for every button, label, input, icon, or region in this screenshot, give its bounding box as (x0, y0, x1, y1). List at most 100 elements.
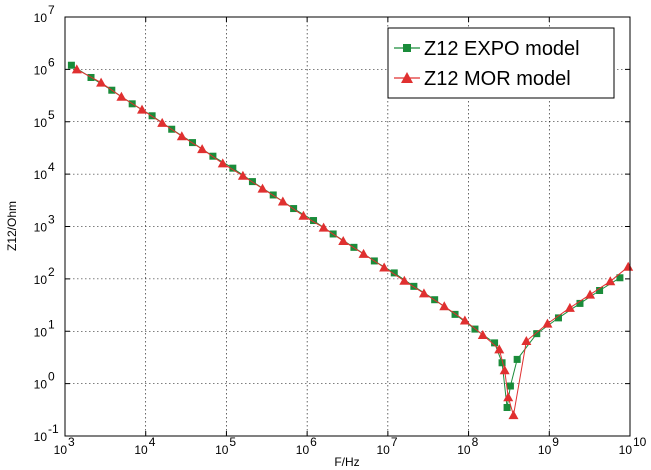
x-tick-exponent: 7 (391, 435, 398, 449)
x-tick-base: 10 (619, 443, 633, 457)
data-point (217, 158, 228, 168)
x-tick-label: 109 (538, 435, 559, 457)
data-point (585, 289, 596, 299)
y-tick-label: 104 (34, 160, 55, 182)
data-point (554, 314, 562, 322)
x-tick-base: 10 (457, 443, 471, 457)
x-tick-exponent: 3 (68, 435, 75, 449)
y-tick-exponent: -1 (48, 422, 59, 436)
data-point (564, 302, 575, 312)
y-tick-exponent: 7 (48, 3, 55, 17)
y-tick-exponent: 0 (48, 370, 55, 384)
data-point (310, 217, 318, 225)
x-tick-exponent: 4 (149, 435, 156, 449)
series-2 (71, 64, 634, 420)
legend: Z12 EXPO model Z12 MOR model (387, 27, 615, 99)
y-tick-exponent: 1 (48, 317, 55, 331)
y-tick-base: 10 (34, 221, 48, 235)
data-point (96, 77, 107, 87)
data-point (616, 274, 624, 282)
x-axis-label: F/Hz (334, 455, 359, 469)
series-layer (67, 61, 634, 420)
legend-box (387, 27, 615, 99)
data-point (116, 91, 127, 101)
y-tick-base: 10 (34, 168, 48, 182)
y-tick-base: 10 (34, 116, 48, 130)
x-tick-exponent: 9 (552, 435, 559, 449)
data-point (390, 269, 398, 277)
data-point (197, 144, 208, 154)
x-tick-label: 108 (457, 435, 478, 457)
data-point (477, 329, 488, 339)
y-tick-label: 100 (34, 370, 55, 392)
data-point (71, 64, 82, 74)
data-point (542, 318, 553, 328)
data-point (176, 131, 187, 141)
legend-label: Z12 EXPO model (424, 38, 580, 60)
x-tick-base: 10 (134, 443, 148, 457)
data-point (605, 276, 616, 286)
legend-marker (403, 44, 411, 52)
data-point (491, 339, 499, 347)
x-tick-exponent: 5 (229, 435, 236, 449)
data-point (257, 183, 268, 193)
data-point (596, 286, 604, 294)
y-tick-base: 10 (34, 325, 48, 339)
data-point (157, 117, 168, 127)
y-tick-base: 10 (34, 273, 48, 287)
data-point (503, 404, 511, 412)
data-point (503, 392, 514, 402)
y-tick-base: 10 (34, 430, 48, 444)
data-point (298, 210, 309, 220)
data-point (137, 104, 148, 114)
data-point (506, 382, 514, 390)
y-tick-exponent: 4 (48, 160, 55, 174)
legend-marker (401, 72, 413, 83)
data-point (379, 262, 390, 272)
data-point (623, 261, 634, 271)
data-point (459, 315, 470, 325)
y-tick-exponent: 6 (48, 55, 55, 69)
x-tick-base: 10 (215, 443, 229, 457)
data-point (513, 355, 521, 363)
y-tick-base: 10 (34, 11, 48, 25)
data-point (533, 330, 541, 338)
data-point (494, 344, 505, 354)
x-tick-exponent: 8 (472, 435, 479, 449)
legend-label: Z12 MOR model (424, 68, 571, 90)
y-tick-label: 10-1 (34, 422, 59, 444)
data-point (229, 164, 237, 172)
data-point (318, 222, 329, 232)
grid-lines (65, 17, 630, 436)
y-tick-label: 103 (34, 213, 55, 235)
y-tick-base: 10 (34, 378, 48, 392)
data-point (499, 365, 510, 375)
data-point (498, 359, 506, 367)
x-tick-base: 10 (54, 443, 68, 457)
data-point (521, 336, 532, 346)
data-point (576, 299, 584, 307)
data-point (508, 410, 519, 420)
y-tick-exponent: 2 (48, 265, 55, 279)
y-tick-exponent: 5 (48, 108, 55, 122)
data-point (358, 248, 369, 258)
x-tick-base: 10 (376, 443, 390, 457)
data-point (399, 275, 410, 285)
y-tick-label: 106 (34, 55, 55, 77)
y-tick-label: 105 (34, 108, 55, 130)
x-tick-label: 105 (215, 435, 236, 457)
data-point (439, 301, 450, 311)
x-tick-label: 106 (296, 435, 317, 457)
y-tick-label: 102 (34, 265, 55, 287)
x-tick-base: 10 (296, 443, 310, 457)
data-point (237, 170, 248, 180)
y-tick-label: 101 (34, 317, 55, 339)
data-point (67, 61, 75, 69)
y-axis-label: Z12/Ohm (5, 201, 19, 251)
x-tick-exponent: 6 (310, 435, 317, 449)
x-tick-base: 10 (538, 443, 552, 457)
